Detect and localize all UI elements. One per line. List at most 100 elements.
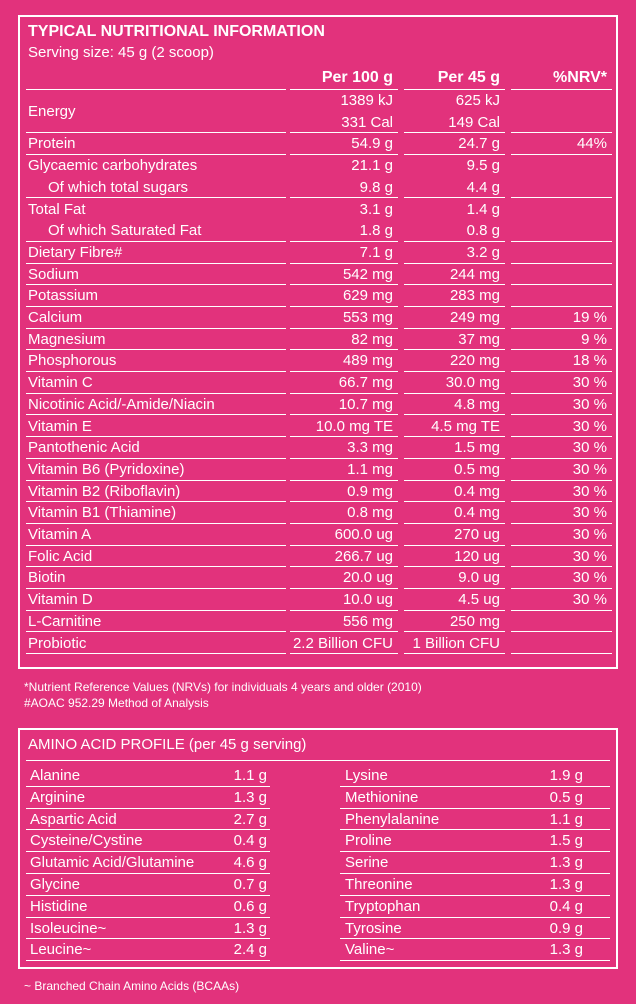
row-rule <box>340 809 610 831</box>
row-label: Calcium <box>28 309 83 326</box>
cell-value: 1.4 g <box>466 200 500 218</box>
cell-value: 0.8 g <box>466 222 500 240</box>
row-rule <box>511 264 612 286</box>
row-rule <box>404 394 505 416</box>
row-rule <box>511 199 612 221</box>
row-label: Nicotinic Acid/-Amide/Niacin <box>28 395 215 413</box>
amino-name: Alanine <box>30 767 81 784</box>
row-rule <box>26 220 286 242</box>
row-rule <box>26 437 286 459</box>
cell-value: 4.5 mg TE <box>431 417 500 435</box>
row-label: Total Fat <box>28 200 86 218</box>
footnote: *Nutrient Reference Values (NRVs) for in… <box>24 680 422 694</box>
row-label: Protein <box>28 135 76 153</box>
row-rule <box>404 329 505 351</box>
row-rule <box>511 546 612 568</box>
row-rule <box>290 633 398 655</box>
cell-value: 0.9 mg <box>347 482 393 500</box>
row-rule <box>404 155 505 177</box>
amino-name: Lysine <box>345 767 388 784</box>
row-rule <box>511 372 612 394</box>
cell-value: 3.2 g <box>466 243 500 261</box>
cell-value: 44% <box>576 135 607 153</box>
amino-value: 1.5 g <box>549 832 583 850</box>
row-label: Phosphorous <box>28 352 117 370</box>
row-label: Of which Saturated Fat <box>48 222 202 240</box>
amino-title: AMINO ACID PROFILE (per 45 g serving) <box>28 736 307 753</box>
row-rule <box>340 852 610 874</box>
cell-value: 9.8 g <box>359 178 393 196</box>
row-rule <box>26 567 286 590</box>
cell-value: 283 mg <box>449 287 500 305</box>
row-rule <box>511 329 612 351</box>
row-rule <box>290 524 398 546</box>
row-rule <box>340 765 610 787</box>
cell-value: 0.4 mg <box>454 504 500 522</box>
row-rule <box>290 307 398 329</box>
row-rule <box>26 765 270 787</box>
row-rule <box>26 416 286 438</box>
row-rule <box>404 459 505 481</box>
cell-value: 30 % <box>572 417 607 435</box>
row-label: Vitamin A <box>28 526 92 543</box>
amino-value: 1.3 g <box>233 788 267 806</box>
row-rule <box>340 896 610 918</box>
cell-value: 0.8 mg <box>347 504 393 522</box>
amino-name: Phenylalanine <box>345 810 440 828</box>
amino-value: 0.6 g <box>233 897 267 915</box>
cell-value: 30 % <box>572 374 607 392</box>
row-rule <box>26 90 286 134</box>
row-label: Potassium <box>28 287 99 305</box>
row-rule <box>290 567 398 590</box>
row-rule <box>511 285 612 307</box>
cell-value: 4.4 g <box>466 178 500 196</box>
cell-value: 1.8 g <box>359 222 393 240</box>
cell-value: 9.5 g <box>466 157 500 175</box>
row-rule <box>511 350 612 373</box>
row-rule <box>290 372 398 394</box>
amino-name: Aspartic Acid <box>30 810 117 828</box>
row-rule <box>404 502 505 524</box>
row-rule <box>511 633 612 655</box>
row-rule <box>290 67 398 90</box>
amino-value: 1.3 g <box>549 941 583 959</box>
row-rule <box>26 918 270 940</box>
cell-value: 7.1 g <box>359 243 393 261</box>
row-label: Sodium <box>28 265 79 283</box>
cell-value: 30 % <box>572 482 607 500</box>
row-rule <box>404 416 505 438</box>
cell-value: Per 45 g <box>437 69 500 86</box>
row-rule <box>404 567 505 590</box>
row-rule <box>404 177 505 199</box>
row-rule <box>511 589 612 611</box>
row-rule <box>404 524 505 546</box>
cell-value: 30 % <box>572 395 607 413</box>
amino-name: Proline <box>345 832 392 850</box>
row-rule <box>290 459 398 481</box>
amino-name: Arginine <box>30 788 86 806</box>
amino-value: 0.7 g <box>233 876 267 893</box>
row-rule <box>404 633 505 655</box>
amino-name: Isoleucine~ <box>30 919 107 937</box>
row-label: L-Carnitine <box>28 612 102 630</box>
cell-value: 553 mg <box>342 309 393 326</box>
row-label: Folic Acid <box>28 547 93 565</box>
cell-value: 30 % <box>572 569 607 587</box>
cell-value: 30 % <box>572 460 607 478</box>
cell-value: 1.5 mg <box>454 439 500 457</box>
row-label: Magnesium <box>28 330 106 348</box>
cell-value: 556 mg <box>342 612 393 630</box>
row-rule <box>404 264 505 286</box>
row-rule <box>26 633 286 655</box>
row-rule <box>290 199 398 221</box>
row-rule <box>404 199 505 221</box>
amino-name: Methionine <box>345 788 419 806</box>
row-label: Vitamin B6 (Pyridoxine) <box>28 460 185 478</box>
amino-value: 1.9 g <box>549 767 583 784</box>
row-rule <box>26 242 286 264</box>
row-rule <box>511 437 612 459</box>
row-rule <box>290 481 398 503</box>
cell-value: 3.1 g <box>359 200 393 218</box>
row-rule <box>511 177 612 199</box>
row-rule <box>26 372 286 394</box>
